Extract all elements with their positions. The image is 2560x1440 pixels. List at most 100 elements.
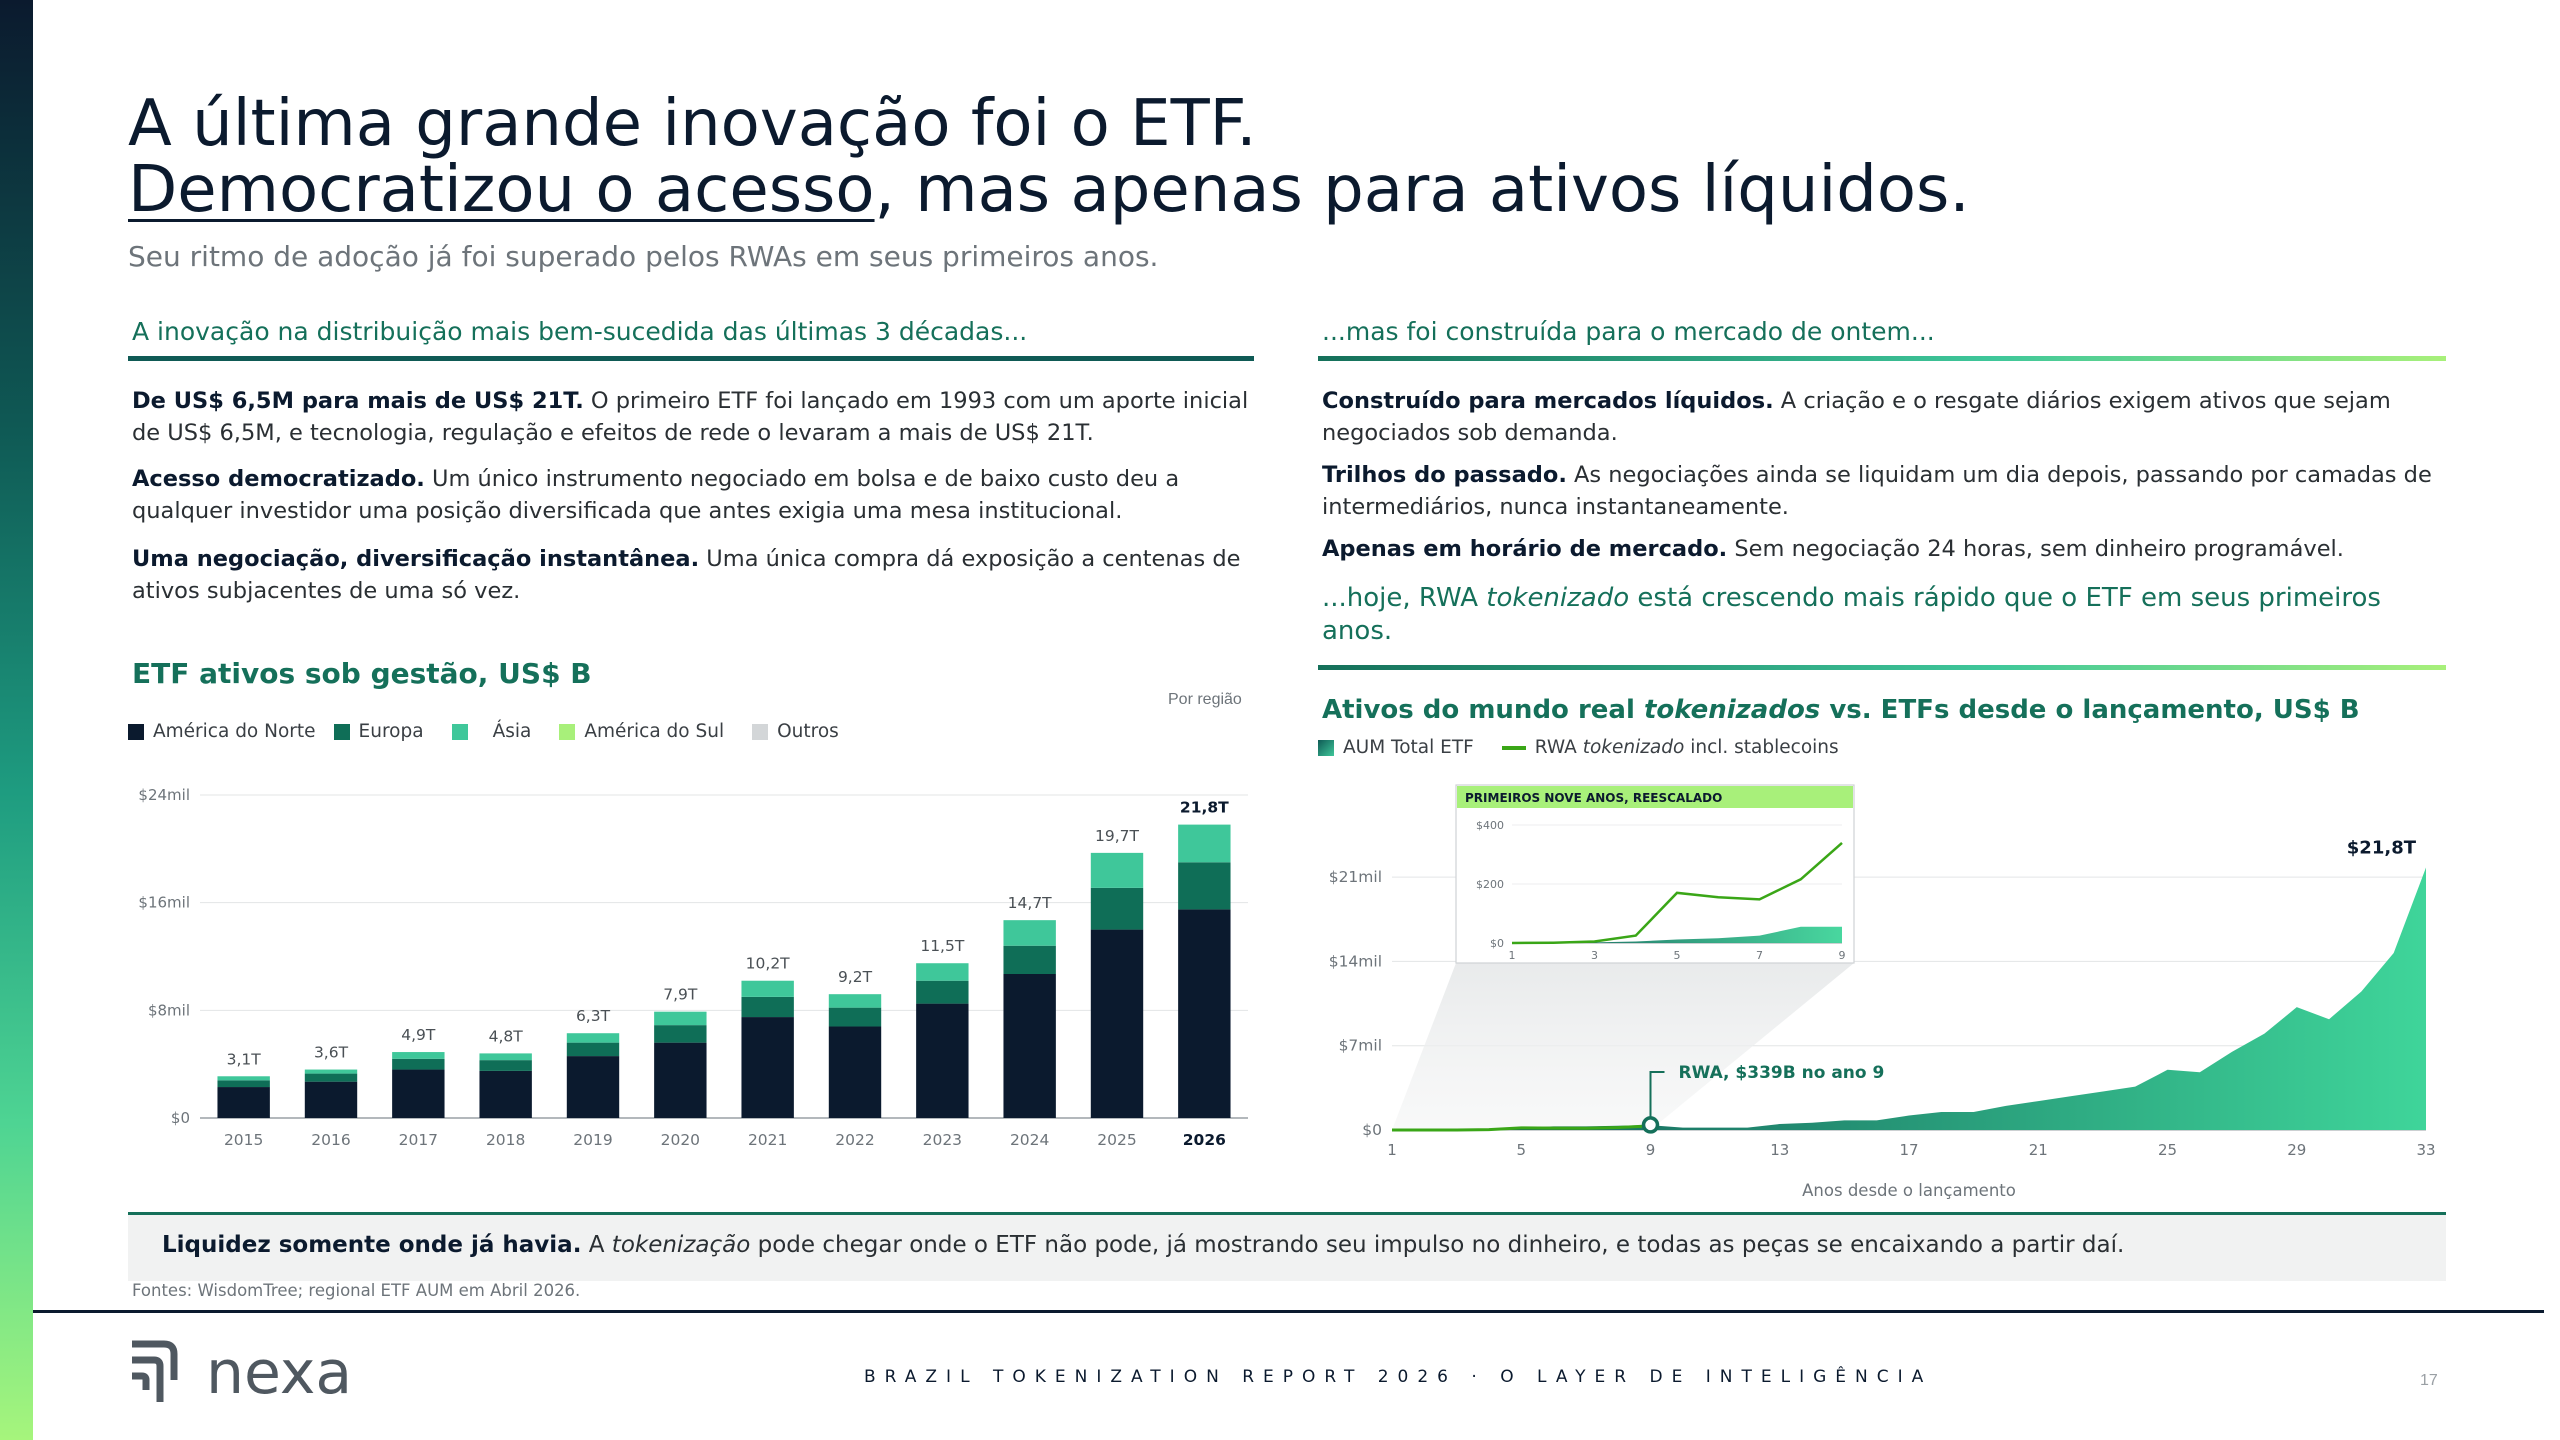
bar-x-tick-label: 2026 <box>1183 1131 1226 1149</box>
bar-segment <box>392 1052 445 1059</box>
inset-x-tick-label: 9 <box>1839 949 1846 962</box>
bar-segment <box>304 1073 358 1082</box>
bar-x-tick-label: 2015 <box>224 1131 263 1149</box>
title-rest-text: , mas apenas para ativos líquidos. <box>874 153 1970 227</box>
legend-swatch-others <box>752 723 769 740</box>
bar-total-label: 11,5T <box>920 937 965 955</box>
bar-segment <box>654 1025 707 1043</box>
area-x-tick-label: 21 <box>2029 1141 2048 1159</box>
right-point-3: Apenas em horário de mercado. Sem negoci… <box>1322 533 2452 565</box>
bar-segment <box>1090 929 1144 1118</box>
right-conclusion-post: está crescendo mais rápido que o ETF em … <box>1322 583 2381 646</box>
inset-x-tick-label: 1 <box>1509 949 1516 962</box>
right-point-2: Trilhos do passado. As negociações ainda… <box>1322 459 2452 523</box>
right-conclusion-em: tokenizado <box>1486 583 1630 613</box>
bar-segment <box>217 1080 270 1088</box>
right-point-2-text: As negociações ainda se liquidam um dia … <box>1322 462 2432 520</box>
bar-total-label: 14,7T <box>1008 894 1053 912</box>
callout-em: tokenização <box>611 1232 751 1258</box>
bar-segment <box>741 996 794 1018</box>
right-point-1-text: A criação e o resgate diários exigem ati… <box>1322 388 2391 446</box>
legend-swatch-south-america <box>559 723 576 740</box>
bar-x-tick-label: 2024 <box>1010 1131 1049 1149</box>
bar-segment <box>1090 887 1144 930</box>
bar-segment <box>654 1011 707 1026</box>
area-chart-title-post: vs. ETFs desde o lançamento, US$ B <box>1820 695 2360 725</box>
bar-x-tick-label: 2016 <box>311 1131 350 1149</box>
area-x-tick-label: 17 <box>1899 1141 1918 1159</box>
legend-label-north-america: América do Norte <box>153 721 316 742</box>
inset-rwa-line <box>1511 842 1843 945</box>
right-point-1: Construído para mercados líquidos. A cri… <box>1322 385 2452 449</box>
inset-title-bar <box>1457 786 1853 808</box>
sources-note: Fontes: WisdomTree; regional ETF AUM em … <box>132 1281 581 1300</box>
callout-post: pode chegar onde o ETF não pode, já most… <box>750 1232 2125 1258</box>
bar-segment <box>392 1069 445 1118</box>
bar-x-tick-label: 2023 <box>923 1131 962 1149</box>
inset-connector-wedge <box>1392 963 1854 1130</box>
bar-y-tick-label: $8mil <box>148 1001 190 1019</box>
area-y-tick-label: $21mil <box>1329 868 1382 886</box>
area-x-axis-label: Anos desde o lançamento <box>1802 1181 2016 1200</box>
footer-report-title: BRAZIL TOKENIZATION REPORT 2026 · O LAYE… <box>864 1367 1933 1387</box>
page-title-line1: A última grande inovação foi o ETF. <box>128 87 1257 161</box>
left-point-2-text: Um único instrumento negociado em bolsa … <box>132 466 1180 524</box>
area-chart-legend: AUM Total ETF RWA tokenizado incl. stabl… <box>1318 737 1839 758</box>
left-point-1: De US$ 6,5M para mais de US$ 21T. O prim… <box>132 385 1272 449</box>
bar-y-tick-label: $0 <box>171 1109 190 1127</box>
page-title-line2: Democratizou o acesso, mas apenas para a… <box>128 158 1970 222</box>
bar-segment <box>741 1017 794 1118</box>
legend-swatch-north-america <box>128 723 144 740</box>
bar-y-tick-label: $16mil <box>138 894 190 912</box>
legend-swatch-rwa <box>1501 745 1526 750</box>
left-point-2: Acesso democratizado. Um único instrumen… <box>132 463 1272 527</box>
bar-chart-note: Por região <box>1168 691 1242 708</box>
page-subtitle: Seu ritmo de adoção já foi superado pelo… <box>128 240 1159 273</box>
bar-segment <box>1003 920 1056 946</box>
inset-title: PRIMEIROS NOVE ANOS, REESCALADO <box>1465 791 1722 805</box>
bar-total-label: 7,9T <box>663 986 698 1004</box>
area-x-tick-label: 33 <box>2416 1141 2435 1159</box>
right-section-title: ...mas foi construída para o mercado de … <box>1322 317 1935 346</box>
bar-x-tick-label: 2020 <box>661 1131 700 1149</box>
area-x-tick-label: 5 <box>1516 1141 1526 1159</box>
bar-segment <box>566 1056 620 1118</box>
title-underlined-text: Democratizou o acesso <box>128 153 875 227</box>
bar-segment <box>566 1033 620 1043</box>
area-x-tick-label: 25 <box>2158 1141 2177 1159</box>
legend-swatch-asia <box>451 723 468 740</box>
bar-segment <box>217 1076 270 1081</box>
right-point-3-bold: Apenas em horário de mercado. <box>1322 536 1728 562</box>
bar-segment <box>479 1070 532 1118</box>
area-chart-title: Ativos do mundo real tokenizados vs. ETF… <box>1322 695 2360 725</box>
legend-swatch-europe <box>333 723 350 740</box>
legend-label-south-america: América do Sul <box>584 721 725 742</box>
right-section-rule <box>1318 356 2446 361</box>
bar-segment <box>304 1069 358 1074</box>
callout-text: Liquidez somente onde já havia. A tokeni… <box>162 1232 2124 1258</box>
bar-segment <box>1178 862 1231 910</box>
left-point-3: Uma negociação, diversificação instantân… <box>132 543 1272 607</box>
nexa-logo-text: nexa <box>206 1338 353 1408</box>
rwa-annotation-label: RWA, $339B no ano 9 <box>1679 1063 1885 1083</box>
left-section-rule <box>128 356 1254 361</box>
legend-label-europe: Europa <box>358 721 424 742</box>
bar-chart-title: ETF ativos sob gestão, US$ B <box>132 657 592 690</box>
bar-segment <box>392 1058 445 1070</box>
bar-total-label: 3,1T <box>227 1050 262 1068</box>
left-point-2-bold: Acesso democratizado. <box>132 466 425 492</box>
legend-label-others: Outros <box>777 721 839 742</box>
legend-label-rwa-post: incl. stablecoins <box>1684 737 1839 758</box>
legend-label-rwa-em: tokenizado <box>1582 737 1685 758</box>
right-point-3-text: Sem negociação 24 horas, sem dinheiro pr… <box>1727 536 2344 562</box>
bar-segment <box>1178 824 1231 863</box>
bar-total-label: 4,9T <box>401 1026 436 1044</box>
area-x-tick-label: 1 <box>1387 1141 1397 1159</box>
page-number: 17 <box>2420 1372 2438 1389</box>
legend-label-rwa: RWA tokenizado incl. stablecoins <box>1535 737 1839 758</box>
right-point-1-bold: Construído para mercados líquidos. <box>1322 388 1774 414</box>
right-point-2-bold: Trilhos do passado. <box>1322 462 1567 488</box>
bar-segment <box>304 1081 358 1118</box>
bar-x-tick-label: 2017 <box>399 1131 438 1149</box>
